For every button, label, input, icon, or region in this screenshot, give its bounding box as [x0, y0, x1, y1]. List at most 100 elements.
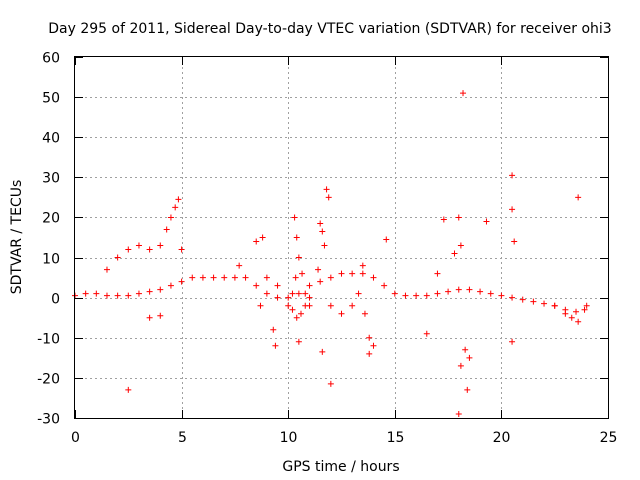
data-point: [462, 346, 469, 353]
data-point: [381, 282, 388, 289]
data-point: [125, 386, 132, 393]
data-point: [125, 292, 132, 299]
data-point: [178, 246, 185, 253]
series-outliers: [125, 90, 582, 417]
data-point: [167, 214, 174, 221]
data-point: [236, 262, 243, 269]
data-point: [315, 266, 322, 273]
y-tick-label: -20: [37, 372, 60, 388]
data-point: [509, 172, 516, 179]
data-point: [509, 206, 516, 213]
data-point: [338, 310, 345, 317]
data-point: [445, 288, 452, 295]
data-point: [293, 314, 300, 321]
data-point: [146, 288, 153, 295]
data-point: [327, 380, 334, 387]
x-tick-label: 15: [387, 430, 405, 446]
data-point: [210, 274, 217, 281]
data-point: [487, 290, 494, 297]
data-point: [291, 214, 298, 221]
data-point: [135, 290, 142, 297]
data-point: [242, 274, 249, 281]
data-point: [568, 314, 575, 321]
data-point: [103, 292, 110, 299]
data-point: [293, 234, 300, 241]
y-axis-label: SDTVAR / TECUs: [9, 180, 25, 295]
data-point: [263, 290, 270, 297]
data-point: [274, 282, 281, 289]
data-point: [455, 286, 462, 293]
data-point: [321, 242, 328, 249]
data-point: [146, 314, 153, 321]
data-point: [306, 282, 313, 289]
data-point: [451, 250, 458, 257]
data-point: [189, 274, 196, 281]
data-point: [541, 300, 548, 307]
data-point: [464, 386, 471, 393]
data-point: [434, 290, 441, 297]
y-tick-label: 50: [42, 91, 60, 107]
data-point: [253, 238, 260, 245]
data-point: [573, 308, 580, 315]
chart-title: Day 295 of 2011, Sidereal Day-to-day VTE…: [48, 21, 611, 37]
data-point: [103, 266, 110, 273]
data-point: [359, 262, 366, 269]
data-point: [466, 286, 473, 293]
series-rising-arc: [103, 196, 182, 273]
series-end-taper: [551, 302, 588, 325]
data-point: [466, 354, 473, 361]
data-point: [366, 334, 373, 341]
data-point: [483, 218, 490, 225]
y-tick-label: 60: [42, 51, 60, 67]
ticks: [75, 57, 609, 419]
data-point: [349, 302, 356, 309]
data-point: [327, 274, 334, 281]
data-point: [370, 274, 377, 281]
data-point: [178, 278, 185, 285]
plot-frame: [74, 56, 609, 419]
y-tick-label: 20: [42, 211, 60, 227]
data-point: [349, 270, 356, 277]
y-tick-label: 0: [51, 292, 60, 308]
data-point: [317, 220, 324, 227]
x-tick-label: 10: [280, 430, 298, 446]
data-point: [319, 228, 326, 235]
x-tick-label: 5: [178, 430, 187, 446]
data-point: [366, 350, 373, 357]
data-point: [413, 292, 420, 299]
data-point: [440, 216, 447, 223]
data-point: [295, 338, 302, 345]
data-point: [157, 286, 164, 293]
x-axis-label: GPS time / hours: [282, 459, 399, 475]
data-point: [292, 274, 299, 281]
data-point: [285, 294, 292, 301]
data-point: [583, 302, 590, 309]
data-point: [163, 226, 170, 233]
data-point: [199, 274, 206, 281]
series-arc-near-10-5h: [289, 254, 313, 309]
data-point: [455, 214, 462, 221]
data-point: [323, 186, 330, 193]
data-point: [270, 326, 277, 333]
data-point: [402, 292, 409, 299]
data-point: [167, 282, 174, 289]
data-point: [498, 292, 505, 299]
data-point: [457, 242, 464, 249]
data-point: [509, 338, 516, 345]
data-point: [299, 270, 306, 277]
data-point: [289, 290, 296, 297]
data-point: [434, 270, 441, 277]
data-point: [327, 302, 334, 309]
data-point: [457, 362, 464, 369]
data-point: [370, 342, 377, 349]
series-baseline-band: [72, 270, 590, 315]
data-points: [72, 90, 590, 417]
data-point: [231, 274, 238, 281]
data-point: [82, 290, 89, 297]
data-point: [455, 410, 462, 417]
data-point: [361, 310, 368, 317]
data-point: [257, 302, 264, 309]
data-point: [125, 246, 132, 253]
data-point: [114, 254, 121, 261]
